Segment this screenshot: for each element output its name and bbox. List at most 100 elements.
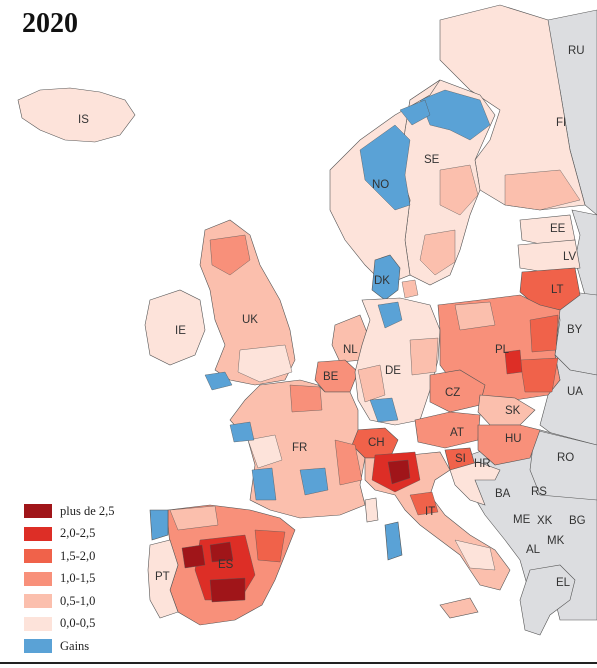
label-nl: NL [343,344,358,356]
legend-swatch [24,639,52,654]
label-pl: PL [495,344,510,356]
legend-swatch [24,504,52,519]
label-ie: IE [175,325,186,337]
region-se-north-gains [419,89,491,141]
label-ch: CH [368,437,385,449]
region-pl-centre [504,349,523,375]
label-dk: DK [374,275,390,287]
region-fr-north [289,384,323,413]
region-de-west [357,364,386,403]
legend-swatch [24,594,52,609]
label-cz: CZ [445,387,461,399]
country-pt [147,539,179,619]
legend-swatch [24,571,52,586]
country-ro [529,429,597,501]
region-no-gains-north [399,99,431,126]
region-de-south-gains [369,397,399,423]
legend-label: 1,0-1,5 [60,571,96,586]
legend-swatch [24,616,52,631]
label-be: BE [323,371,339,383]
region-pl-north [454,301,496,331]
label-by: BY [567,324,583,336]
legend-item: 0,0-0,5 [24,613,115,636]
region-de-north-gains [377,301,403,329]
region-dk-east [401,279,419,299]
country-is [17,87,136,143]
region-no-gains [359,124,411,211]
label-ru: RU [568,45,585,57]
label-si: SI [455,453,466,465]
bottom-rule [0,662,597,664]
legend-item: 1,0-1,5 [24,568,115,591]
label-de: DE [385,365,401,377]
region-fr-gains-sw [251,467,277,501]
country-hr [449,461,501,506]
legend-label: Gains [60,638,90,653]
region-se-south [419,229,456,276]
label-lt: LT [551,284,564,296]
label-es: ES [218,559,234,571]
region-es-north [169,505,219,531]
region-pt-north [149,509,169,541]
region-fr-east [334,439,363,486]
country-at [414,411,481,449]
country-hu [477,424,541,466]
label-xk: XK [537,515,553,527]
region-pl-se [519,357,559,393]
region-pl-east [529,314,559,353]
legend-item: 0,5-1,0 [24,590,115,613]
label-it: IT [425,506,436,518]
region-it-north-max [387,459,411,485]
label-ee: EE [550,223,566,235]
label-pt: PT [155,571,170,583]
country-el [519,564,576,636]
region-it-south [454,539,496,571]
legend-item: Gains [24,635,115,658]
country-dk [371,254,401,301]
region-fr-gains-west [229,421,255,443]
region-fr-west [247,434,283,469]
label-bg: BG [569,515,586,527]
label-hu: HU [505,433,522,445]
legend-label: 0,0-0,5 [60,616,96,631]
region-uk-gains [204,371,233,391]
region-uk-south [237,344,293,383]
region-fr-gains-centre [299,467,329,496]
label-ua: UA [567,386,583,398]
region-sardinia [384,521,403,561]
legend-label: plus de 2,5 [60,503,115,518]
label-hr: HR [474,458,491,470]
legend-label: 1,5-2,0 [60,548,96,563]
label-rs: RS [531,486,547,498]
region-corsica [364,497,379,523]
legend-label: 2,0-2,5 [60,526,96,541]
label-is: IS [78,114,89,126]
region-es-centre-max-3 [209,577,246,603]
legend-swatch [24,549,52,564]
country-ie [144,289,206,366]
label-al: AL [526,544,541,556]
map-legend: plus de 2,5 2,0-2,5 1,5-2,0 1,0-1,5 0,5-… [24,500,115,658]
label-me: ME [513,514,531,526]
region-fi-south [504,169,581,211]
label-fi: FI [556,117,567,129]
label-ro: RO [557,452,575,464]
region-se-mid [439,164,479,216]
label-fr: FR [292,442,308,454]
legend-swatch [24,526,52,541]
legend-item: 2,0-2,5 [24,523,115,546]
label-no: NO [372,179,390,191]
legend-label: 0,5-1,0 [60,593,96,608]
label-at: AT [450,427,464,439]
region-de-east [409,337,439,376]
region-es-centre-max-2 [209,541,234,563]
label-mk: MK [547,535,565,547]
region-es-centre-max-1 [181,544,206,569]
label-uk: UK [242,314,258,326]
legend-item: plus de 2,5 [24,500,115,523]
region-sicily [439,597,479,619]
label-el: EL [556,577,571,589]
region-it-centre [409,491,439,516]
